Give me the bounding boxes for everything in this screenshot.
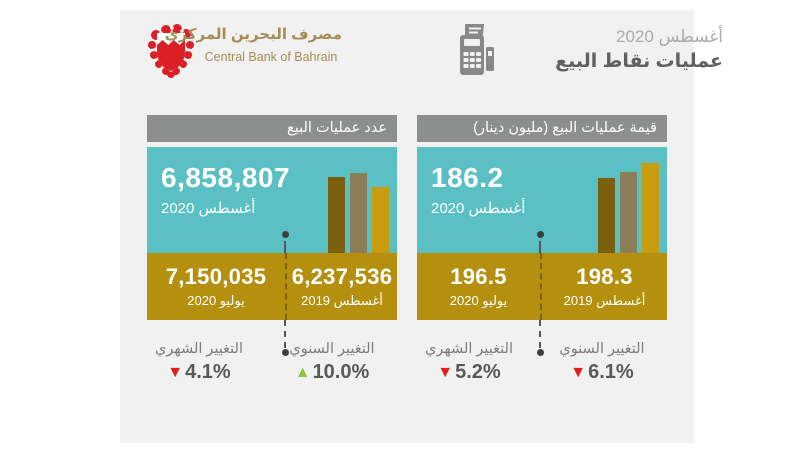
prev-month-label: يوليو 2020 bbox=[449, 293, 508, 308]
monthly-change: التغيير الشهري ▼ 4.1% bbox=[147, 341, 251, 384]
connector-dash bbox=[539, 241, 541, 253]
annual-change: التغيير السنوي ▼ 6.1% bbox=[550, 341, 654, 384]
change-indicators: التغيير الشهري ▼ 4.1% التغيير السنوي ▲ 10.… bbox=[147, 341, 397, 401]
prev-month-stat: 196.5 يوليو 2020 bbox=[417, 253, 540, 320]
monthly-change-value: ▼ 5.2% bbox=[417, 361, 521, 384]
bar-aug-2019 bbox=[372, 187, 389, 253]
prev-year-label: أغسطس 2019 bbox=[563, 293, 646, 308]
bar-chart bbox=[598, 163, 659, 253]
change-indicators: التغيير الشهري ▼ 5.2% التغيير السنوي ▼ 6.1… bbox=[417, 341, 667, 401]
annual-change-value: ▼ 6.1% bbox=[550, 361, 654, 384]
connector-dash bbox=[539, 320, 541, 348]
masthead: أغسطس 2020 عمليات نقاط البيع bbox=[488, 27, 723, 73]
current-label: أغسطس 2020 bbox=[431, 200, 526, 217]
current-value-box: 6,858,807 أغسطس 2020 bbox=[147, 147, 397, 253]
current-stat: 6,858,807 أغسطس 2020 bbox=[161, 162, 290, 217]
monthly-change-label: التغيير الشهري bbox=[154, 341, 243, 357]
annual-change: التغيير السنوي ▲ 10.0% bbox=[280, 341, 384, 384]
report-title: عمليات نقاط البيع bbox=[555, 51, 723, 72]
prev-year-value: 6,237,536 bbox=[291, 264, 393, 289]
current-stat: 186.2 أغسطس 2020 bbox=[431, 162, 525, 217]
monthly-change-label: التغيير الشهري bbox=[424, 341, 513, 357]
prev-month-stat: 7,150,035 يوليو 2020 bbox=[147, 253, 285, 320]
connector-dot bbox=[537, 349, 544, 356]
prev-year-stat: 198.3 أغسطس 2019 bbox=[540, 253, 667, 320]
connector-dash bbox=[284, 320, 286, 348]
monthly-change-pct: 4.1% bbox=[185, 361, 231, 383]
connector-dot bbox=[282, 349, 289, 356]
panel-title: عدد عمليات البيع bbox=[287, 120, 387, 136]
report-period: أغسطس 2020 bbox=[616, 27, 723, 46]
annual-change-value: ▲ 10.0% bbox=[280, 361, 384, 384]
prev-year-value: 198.3 bbox=[576, 264, 633, 289]
panel-header: عدد عمليات البيع bbox=[147, 115, 397, 142]
panel-sales-count: عدد عمليات البيع 6,858,807 أغسطس 2020 7,… bbox=[147, 115, 397, 415]
brand-arabic-name: مصرف البحرين المركزي bbox=[164, 26, 342, 43]
bar-aug-2020 bbox=[598, 178, 615, 253]
current-label: أغسطس 2020 bbox=[161, 200, 256, 217]
panel-sales-value: قيمة عمليات البيع (مليون دينار) 186.2 أغ… bbox=[417, 115, 667, 415]
cbb-emblem bbox=[146, 23, 196, 84]
comparison-box: 7,150,035 يوليو 2020 6,237,536 أغسطس 201… bbox=[147, 253, 397, 320]
infographic-card: مصرف البحرين المركزي Central Bank of Bah… bbox=[120, 10, 723, 443]
down-triangle-icon: ▼ bbox=[570, 364, 587, 381]
annual-change-label: التغيير السنوي bbox=[289, 341, 375, 357]
comparison-box: 196.5 يوليو 2020 198.3 أغسطس 2019 bbox=[417, 253, 667, 320]
connector-dash bbox=[284, 241, 286, 253]
connector-dot bbox=[282, 231, 289, 238]
monthly-change-pct: 5.2% bbox=[455, 361, 501, 383]
current-value: 186.2 bbox=[431, 162, 504, 193]
brand-text: مصرف البحرين المركزي Central Bank of Bah… bbox=[164, 25, 342, 64]
bar-aug-2019 bbox=[642, 163, 659, 253]
panel-title: قيمة عمليات البيع (مليون دينار) bbox=[473, 120, 657, 136]
prev-month-value: 7,150,035 bbox=[165, 264, 267, 289]
current-value: 6,858,807 bbox=[161, 162, 291, 193]
pos-terminal-icon bbox=[456, 24, 496, 81]
annual-change-label: التغيير السنوي bbox=[559, 341, 645, 357]
monthly-change: التغيير الشهري ▼ 5.2% bbox=[417, 341, 521, 384]
prev-month-label: يوليو 2020 bbox=[187, 293, 245, 308]
bar-jul-2020 bbox=[350, 173, 367, 253]
prev-year-label: أغسطس 2019 bbox=[301, 293, 383, 308]
annual-change-pct: 10.0% bbox=[312, 361, 370, 383]
annual-change-pct: 6.1% bbox=[588, 361, 634, 383]
connector-dot bbox=[537, 231, 544, 238]
bar-jul-2020 bbox=[620, 172, 637, 253]
down-triangle-icon: ▼ bbox=[167, 364, 184, 381]
bar-aug-2020 bbox=[328, 177, 345, 253]
bahrain-emblem-icon bbox=[148, 24, 194, 78]
bar-chart bbox=[328, 173, 389, 253]
monthly-change-value: ▼ 4.1% bbox=[147, 361, 251, 384]
brand-english-name: Central Bank of Bahrain bbox=[204, 50, 338, 64]
prev-year-stat: 6,237,536 أغسطس 2019 bbox=[285, 253, 397, 320]
down-triangle-icon: ▼ bbox=[437, 364, 454, 381]
up-triangle-icon: ▲ bbox=[294, 364, 311, 381]
panel-header: قيمة عمليات البيع (مليون دينار) bbox=[417, 115, 667, 142]
prev-month-value: 196.5 bbox=[450, 264, 507, 289]
